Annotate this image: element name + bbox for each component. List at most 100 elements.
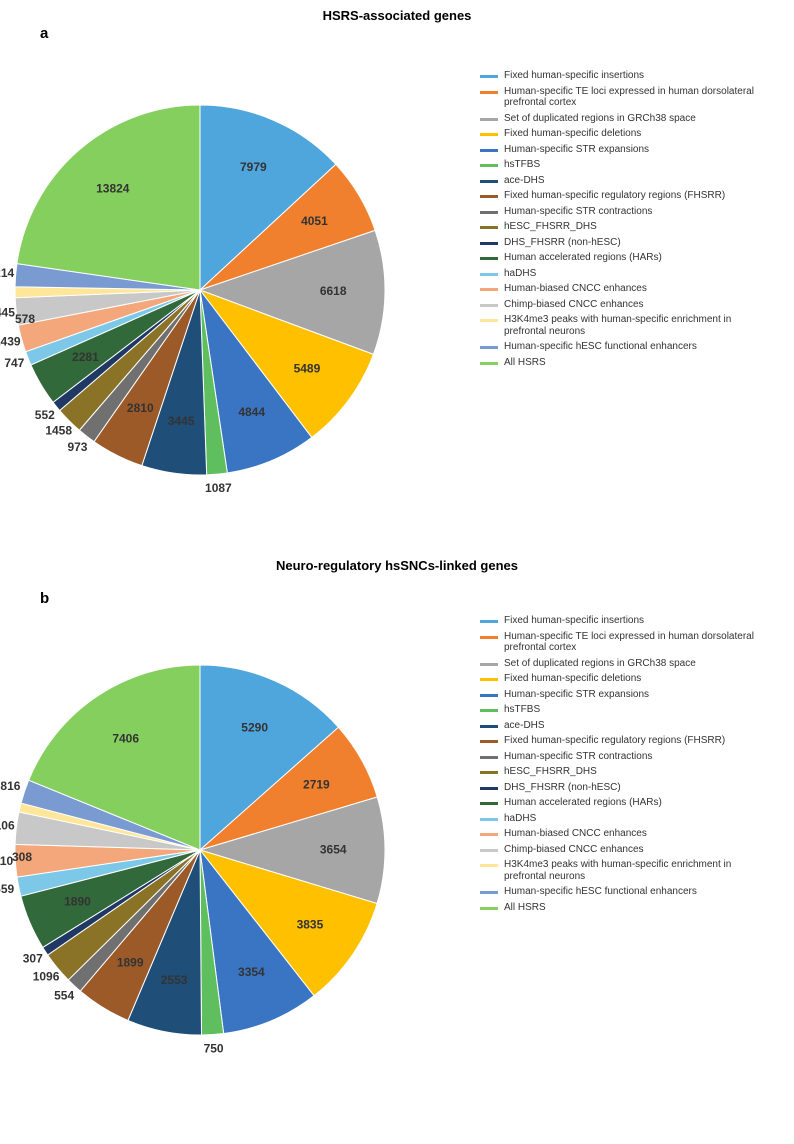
legend-swatch bbox=[480, 907, 498, 910]
legend-label: Human-specific STR contractions bbox=[504, 206, 652, 218]
legend-swatch bbox=[480, 802, 498, 805]
slice-value-label: 3654 bbox=[320, 842, 347, 856]
legend-swatch bbox=[480, 304, 498, 307]
slice-value-label: 1458 bbox=[45, 423, 72, 437]
legend-item: Human-biased CNCC enhances bbox=[480, 283, 754, 295]
legend-swatch bbox=[480, 771, 498, 774]
legend-label: Human accelerated regions (HARs) bbox=[504, 797, 662, 809]
legend-label: Fixed human-specific deletions bbox=[504, 673, 641, 685]
legend-swatch bbox=[480, 273, 498, 276]
legend-item: Human accelerated regions (HARs) bbox=[480, 252, 754, 264]
legend-swatch bbox=[480, 678, 498, 681]
legend-label: Set of duplicated regions in GRCh38 spac… bbox=[504, 113, 696, 125]
slice-value-label: 1439 bbox=[0, 335, 21, 349]
legend-label: hsTFBS bbox=[504, 704, 540, 716]
legend-item: Fixed human-specific deletions bbox=[480, 673, 754, 685]
legend-swatch bbox=[480, 620, 498, 623]
legend-item: Set of duplicated regions in GRCh38 spac… bbox=[480, 113, 754, 125]
slice-value-label: 2719 bbox=[303, 777, 330, 791]
legend-swatch bbox=[480, 663, 498, 666]
legend-item: ace-DHS bbox=[480, 175, 754, 187]
legend-item: Human-specific STR contractions bbox=[480, 206, 754, 218]
legend-swatch bbox=[480, 818, 498, 821]
legend-swatch bbox=[480, 149, 498, 152]
legend-swatch bbox=[480, 118, 498, 121]
external-slice-label: 578 bbox=[15, 312, 35, 326]
legend-swatch bbox=[480, 787, 498, 790]
slice-value-label: 659 bbox=[0, 882, 15, 896]
legend-label: H3K4me3 peaks with human-specific enrich… bbox=[504, 314, 754, 337]
legend: Fixed human-specific insertions Human-spe… bbox=[480, 615, 754, 917]
pie-chart: 5290271936543835335475025531899554109630… bbox=[0, 605, 445, 1095]
slice-value-label: 1899 bbox=[117, 956, 144, 970]
chart-title: HSRS-associated genes bbox=[0, 8, 794, 23]
legend-label: Human-specific TE loci expressed in huma… bbox=[504, 631, 754, 654]
legend-swatch bbox=[480, 709, 498, 712]
legend-label: hESC_FHSRR_DHS bbox=[504, 221, 597, 233]
legend: Fixed human-specific insertions Human-spe… bbox=[480, 70, 754, 372]
legend-swatch bbox=[480, 319, 498, 322]
slice-value-label: 2553 bbox=[161, 973, 188, 987]
legend-item: DHS_FHSRR (non-hESC) bbox=[480, 782, 754, 794]
slice-value-label: 973 bbox=[67, 440, 87, 454]
legend-label: Human-specific hESC functional enhancers bbox=[504, 886, 697, 898]
slice-value-label: 1890 bbox=[64, 894, 91, 908]
legend-label: ace-DHS bbox=[504, 720, 545, 732]
legend-label: Set of duplicated regions in GRCh38 spac… bbox=[504, 658, 696, 670]
legend-item: Human-specific hESC functional enhancers bbox=[480, 341, 754, 353]
legend-label: All HSRS bbox=[504, 902, 546, 914]
pie-slice bbox=[17, 105, 200, 290]
legend-swatch bbox=[480, 756, 498, 759]
slice-value-label: 5290 bbox=[241, 721, 268, 735]
legend-swatch bbox=[480, 891, 498, 894]
legend-label: ace-DHS bbox=[504, 175, 545, 187]
legend-item: Human-specific STR expansions bbox=[480, 689, 754, 701]
legend-label: Chimp-biased CNCC enhances bbox=[504, 844, 644, 856]
legend-label: Human-specific STR contractions bbox=[504, 751, 652, 763]
slice-value-label: 554 bbox=[54, 989, 74, 1003]
legend-item: Human accelerated regions (HARs) bbox=[480, 797, 754, 809]
slice-value-label: 3354 bbox=[238, 965, 265, 979]
slice-value-label: 13824 bbox=[96, 181, 130, 195]
legend-label: All HSRS bbox=[504, 357, 546, 369]
legend-swatch bbox=[480, 242, 498, 245]
legend-label: hESC_FHSRR_DHS bbox=[504, 766, 597, 778]
slice-value-label: 1214 bbox=[0, 266, 15, 280]
legend-item: Fixed human-specific insertions bbox=[480, 70, 754, 82]
chart-title: Neuro-regulatory hsSNCs-linked genes bbox=[0, 558, 794, 573]
legend-swatch bbox=[480, 362, 498, 365]
legend-swatch bbox=[480, 164, 498, 167]
slice-value-label: 307 bbox=[23, 951, 43, 965]
legend-swatch bbox=[480, 257, 498, 260]
legend-label: Fixed human-specific insertions bbox=[504, 615, 644, 627]
legend-swatch bbox=[480, 833, 498, 836]
slice-value-label: 816 bbox=[0, 779, 20, 793]
legend-swatch bbox=[480, 195, 498, 198]
legend-label: DHS_FHSRR (non-hESC) bbox=[504, 782, 621, 794]
legend-item: Fixed human-specific insertions bbox=[480, 615, 754, 627]
slice-value-label: 7406 bbox=[112, 732, 139, 746]
legend-item: hsTFBS bbox=[480, 704, 754, 716]
legend-item: Fixed human-specific deletions bbox=[480, 128, 754, 140]
legend-label: Chimp-biased CNCC enhances bbox=[504, 299, 644, 311]
legend-item: H3K4me3 peaks with human-specific enrich… bbox=[480, 314, 754, 337]
legend-label: Human accelerated regions (HARs) bbox=[504, 252, 662, 264]
legend-item: Human-specific STR contractions bbox=[480, 751, 754, 763]
slice-value-label: 1096 bbox=[33, 970, 60, 984]
legend-item: haDHS bbox=[480, 813, 754, 825]
legend-swatch bbox=[480, 226, 498, 229]
legend-label: Human-specific hESC functional enhancers bbox=[504, 341, 697, 353]
legend-swatch bbox=[480, 740, 498, 743]
legend-item: hsTFBS bbox=[480, 159, 754, 171]
legend-swatch bbox=[480, 849, 498, 852]
slice-value-label: 1106 bbox=[0, 818, 15, 832]
panel-letter: a bbox=[40, 25, 48, 42]
legend-item: All HSRS bbox=[480, 357, 754, 369]
legend-label: Human-specific STR expansions bbox=[504, 144, 649, 156]
legend-item: Human-specific TE loci expressed in huma… bbox=[480, 86, 754, 109]
slice-value-label: 3835 bbox=[297, 917, 324, 931]
legend-swatch bbox=[480, 180, 498, 183]
slice-value-label: 7979 bbox=[240, 160, 267, 174]
legend-swatch bbox=[480, 75, 498, 78]
legend-label: Human-biased CNCC enhances bbox=[504, 283, 647, 295]
